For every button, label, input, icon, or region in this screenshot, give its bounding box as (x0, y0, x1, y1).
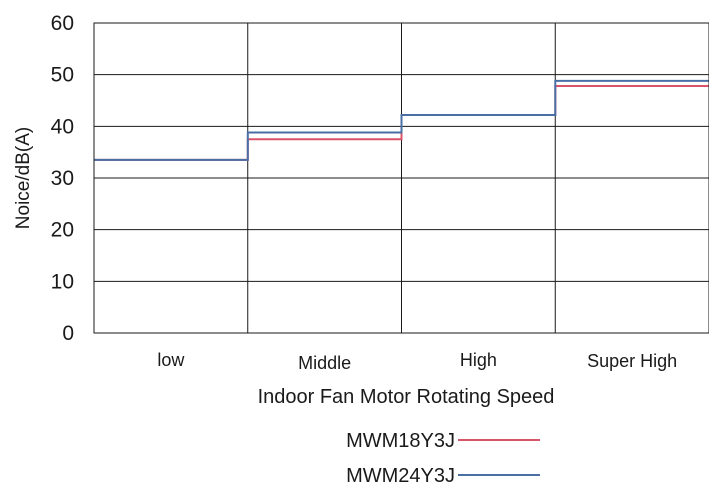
x-tick-label: low (157, 350, 185, 370)
y-tick-label: 20 (51, 219, 74, 242)
x-tick-label: Super High (587, 351, 677, 371)
legend-label: MWM18Y3J (346, 430, 455, 452)
y-tick-label: 0 (62, 322, 74, 345)
y-tick-label: 10 (51, 270, 74, 293)
y-tick-label: 40 (51, 115, 74, 138)
y-tick-label: 30 (51, 167, 74, 190)
y-tick-label: 60 (51, 12, 74, 35)
x-axis-ticks: low Middle High Super High (157, 350, 677, 373)
y-axis-label: Noice/dB(A) (13, 127, 34, 229)
y-axis-ticks: 0 10 20 30 40 50 60 (51, 12, 74, 345)
x-tick-label: High (460, 350, 497, 370)
series-lines (94, 79, 709, 161)
series-line-mwm24y3j (94, 79, 709, 161)
x-tick-label: Middle (298, 353, 351, 373)
plot-frame (93, 22, 709, 334)
legend: MWM18Y3J MWM24Y3J (346, 430, 540, 487)
grid-lines (94, 22, 709, 334)
x-axis-label: Indoor Fan Motor Rotating Speed (258, 386, 555, 408)
legend-label: MWM24Y3J (346, 465, 455, 487)
y-tick-label: 50 (51, 64, 74, 87)
